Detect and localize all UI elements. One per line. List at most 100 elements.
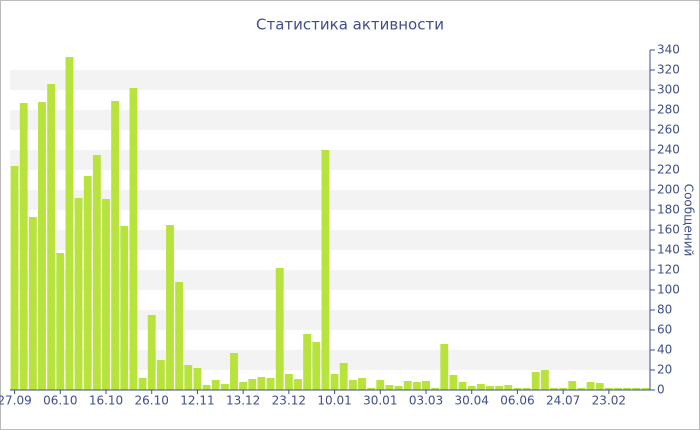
bar	[294, 379, 302, 390]
y-tick-label: 80	[657, 303, 672, 317]
x-tick-label: 30.04	[455, 394, 489, 408]
x-tick-label: 03.03	[409, 394, 443, 408]
bar	[422, 381, 430, 390]
bar	[632, 388, 641, 390]
bar	[47, 84, 56, 390]
bar	[65, 57, 74, 390]
bar	[403, 381, 412, 390]
bar	[239, 382, 248, 390]
bar	[102, 199, 110, 390]
bar	[138, 378, 147, 390]
bar	[83, 176, 92, 390]
bar	[303, 334, 312, 390]
y-tick-label: 40	[657, 343, 672, 357]
x-tick-label: 06.06	[500, 394, 534, 408]
bar	[559, 388, 568, 390]
bar	[74, 198, 83, 390]
x-tick-label: 23.02	[592, 394, 626, 408]
grid-band	[10, 70, 650, 90]
bar	[513, 388, 522, 390]
bar	[467, 386, 476, 390]
bar	[321, 150, 330, 390]
x-tick-label: 13.12	[226, 394, 260, 408]
y-tick-label: 280	[657, 103, 680, 117]
bar	[166, 225, 174, 390]
bar	[202, 385, 211, 390]
y-tick-label: 20	[657, 363, 672, 377]
bar	[175, 282, 184, 390]
y-tick-label: 300	[657, 83, 680, 97]
bar	[312, 342, 321, 390]
bar	[531, 372, 540, 390]
bar	[412, 382, 421, 390]
bar	[129, 88, 138, 390]
bar	[275, 268, 284, 390]
y-tick-label: 340	[657, 43, 680, 57]
bar	[540, 370, 549, 390]
bar	[394, 386, 403, 390]
x-tick-label: 24.07	[546, 394, 580, 408]
bar	[440, 344, 449, 390]
y-tick-label: 260	[657, 123, 680, 137]
bar	[284, 374, 293, 390]
x-tick-label: 27.09	[0, 394, 32, 408]
bar	[120, 226, 129, 390]
bar	[376, 380, 385, 390]
bar	[367, 388, 376, 390]
bar	[38, 102, 46, 390]
x-tick-label: 10.01	[317, 394, 351, 408]
y-tick-label: 0	[657, 383, 665, 397]
bar	[577, 388, 586, 390]
bar	[257, 377, 266, 390]
bar	[92, 155, 101, 390]
bar	[111, 101, 120, 390]
bar	[28, 217, 37, 390]
bar	[230, 353, 238, 390]
bar	[10, 166, 19, 390]
grid-band	[10, 190, 650, 210]
x-tick-label: 26.10	[135, 394, 169, 408]
bar	[184, 365, 193, 390]
bar	[449, 375, 458, 390]
bar	[147, 315, 156, 390]
y-tick-label: 180	[657, 203, 680, 217]
chart-title: Статистика активности	[256, 16, 444, 34]
x-tick-label: 16.10	[89, 394, 123, 408]
bar	[522, 388, 531, 390]
y-tick-label: 140	[657, 243, 680, 257]
bar	[458, 382, 467, 390]
x-tick-label: 06.10	[43, 394, 77, 408]
y-tick-label: 100	[657, 283, 680, 297]
bar	[641, 388, 650, 390]
bar	[19, 103, 28, 390]
y-tick-label: 120	[657, 263, 680, 277]
bar	[486, 386, 494, 390]
y-tick-label: 320	[657, 63, 680, 77]
bar	[568, 381, 577, 390]
bar	[56, 253, 65, 390]
bar	[248, 379, 257, 390]
bar	[266, 378, 275, 390]
bar	[504, 385, 513, 390]
x-tick-label: 12.11	[180, 394, 214, 408]
bar	[614, 388, 622, 390]
bar	[604, 388, 613, 390]
bar	[495, 386, 504, 390]
y-tick-label: 200	[657, 183, 680, 197]
bar	[220, 384, 229, 390]
bar	[358, 378, 366, 390]
y-tick-label: 240	[657, 143, 680, 157]
y-tick-label: 220	[657, 163, 680, 177]
bar	[586, 382, 595, 390]
grid-band	[10, 150, 650, 170]
bar	[330, 374, 339, 390]
x-tick-label: 23.12	[272, 394, 306, 408]
bar	[476, 384, 485, 390]
bar	[193, 368, 202, 390]
bar	[550, 388, 558, 390]
x-tick-label: 30.01	[363, 394, 397, 408]
y-tick-label: 160	[657, 223, 680, 237]
bar	[339, 363, 348, 390]
y-tick-label: 60	[657, 323, 672, 337]
